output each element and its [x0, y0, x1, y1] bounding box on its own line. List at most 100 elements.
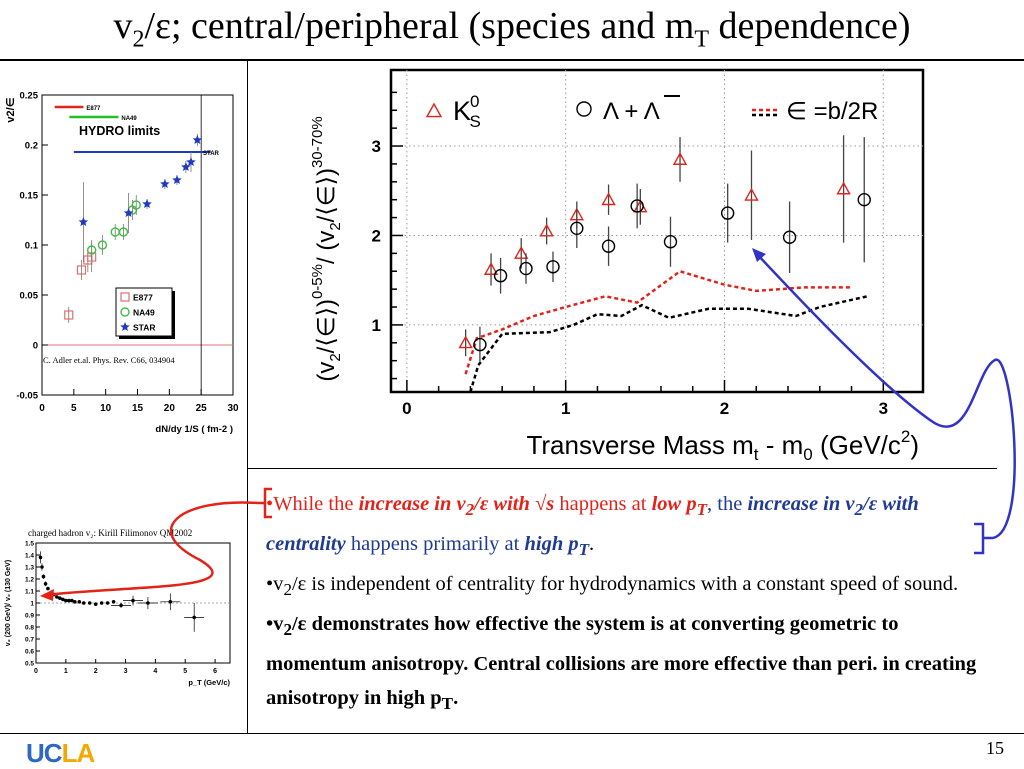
x-tick-label: 25: [196, 403, 208, 414]
y-axis-label: v₂ (200 GeV)/ v₂ (130 GeV): [5, 560, 12, 646]
hydro-limits-annotation: HYDRO limits: [79, 124, 160, 138]
data-point-na49: [118, 227, 129, 237]
x-tick-label: 2: [720, 399, 729, 418]
data-point-k0s: [672, 152, 688, 165]
y-tick-label: 1: [30, 601, 34, 608]
data-point-lambda+antilambda: [546, 260, 560, 274]
epsilon-curve-black: [469, 295, 868, 393]
x-tick-label: 1: [64, 668, 68, 675]
data-point-k0s: [744, 187, 759, 201]
data-point-na49: [131, 200, 141, 210]
y-tick-label: 1.2: [25, 577, 34, 584]
panel-divider-vertical: [247, 60, 248, 733]
footer-rule: [0, 733, 1024, 734]
data-point: [105, 601, 110, 605]
data-point: [64, 598, 68, 603]
data-point: [70, 598, 74, 603]
x-axis-label: p_T (GeV/c): [188, 678, 230, 687]
data-point-lambda+antilambda: [782, 230, 797, 244]
legend-label: STAR: [133, 323, 156, 333]
data-point: [41, 574, 46, 579]
data-point-lambda+antilambda: [493, 269, 508, 283]
data-point-lambda+antilambda: [519, 261, 533, 276]
x-tick-label: 30: [227, 403, 239, 414]
legend-box: [115, 287, 173, 337]
data-point-k0s: [458, 335, 473, 349]
y-tick-label: 0.7: [25, 637, 34, 644]
slide-title: v2/ε; central/peripheral (species and mT…: [113, 5, 911, 53]
x-tick-label: 0: [34, 668, 38, 675]
x-tick-label: 0: [402, 399, 411, 418]
y-tick-label: 0.15: [20, 191, 39, 202]
page-number: 15: [986, 738, 1004, 758]
x-axis-label-text: Transverse Mass m_t - m_0 (GeV/c²): [298, 62, 315, 63]
x-tick-label: 2: [94, 668, 98, 675]
hydro-limits-chart: 0 5 10 15 20 25 30-0.0500.050.10.150.20.25dN/d…: [5, 91, 239, 436]
filimonov-ratio-chart: charged hadron v₂: Kirill Filimonov QM20…: [5, 528, 231, 687]
data-point-lambda+antilambda: [473, 337, 487, 352]
y-tick-label: 0.8: [25, 625, 34, 632]
data-point: [73, 600, 77, 604]
data-point-lambda+antilambda: [570, 221, 584, 236]
y-tick-label: 0.9: [25, 613, 34, 620]
data-point: [52, 592, 56, 597]
y-axis-label: v2/∈: [5, 97, 17, 122]
y-tick-label: 3: [372, 137, 381, 156]
data-point-e877: [64, 310, 74, 320]
bullet-text: •While the increase in v2/ε with √s happ…: [266, 487, 996, 721]
legend-label: NA49: [133, 308, 155, 318]
x-tick-label: 10: [100, 403, 112, 414]
legend-label-lambda-text: Λ + Λ̄: [298, 62, 301, 63]
data-point: [81, 601, 86, 605]
bullet-3: •v2/ε demonstrates how effective the sys…: [266, 613, 977, 714]
legend-marker-k0s: [425, 102, 443, 118]
data-point-star: [192, 135, 203, 144]
data-point: [38, 555, 43, 560]
star-limit-label: STAR: [203, 151, 220, 157]
data-point-star: [186, 157, 196, 166]
data-point-e877: [76, 265, 87, 275]
legend-marker: [120, 322, 130, 331]
data-point-lambda+antilambda: [720, 206, 735, 220]
y-axis-label-text: (v2/⟨∈⟩)0-5% / (v2/⟨∈⟩)30-70%: [298, 62, 312, 63]
data-point-star: [172, 175, 182, 184]
data-point-star: [181, 162, 191, 171]
data-point: [77, 600, 82, 604]
y-tick-label: 1.1: [25, 589, 34, 596]
y-tick-label: 0.1: [25, 241, 39, 252]
legend-label-k0s: K0 S: [453, 92, 481, 131]
hydro-limit-label: NA49: [121, 116, 137, 122]
data-point-star: [78, 217, 89, 226]
y-tick-label: 0.25: [20, 91, 39, 102]
y-axis-label: (v2/⟨∈⟩)0-5%/ (v2/⟨∈⟩)30-70%: [309, 116, 344, 381]
x-tick-label: 0: [39, 403, 45, 414]
y-tick-label: 0.6: [25, 649, 34, 656]
bullet-1: •While the increase in v2/ε with √s happ…: [266, 493, 919, 560]
legend-marker: [120, 292, 130, 302]
y-tick-label: 2: [372, 226, 381, 245]
x-tick-label: 5: [71, 403, 77, 414]
x-tick-label: 4: [153, 668, 157, 675]
data-point: [61, 597, 65, 602]
data-point-lambda+antilambda: [601, 239, 616, 253]
data-point-na49: [86, 245, 97, 255]
data-point: [146, 601, 150, 605]
y-tick-label: 1.3: [25, 565, 34, 572]
data-point: [58, 596, 62, 600]
data-point-k0s: [836, 181, 851, 195]
x-tick-label: 6: [213, 668, 217, 675]
data-point-star: [142, 199, 152, 208]
data-point: [131, 598, 135, 603]
centrality-ratio-chart: 0 1 2 3 1 2 3 Transverse Mass mt - m0 (GeV/c2) T…: [298, 62, 925, 464]
data-point: [168, 600, 173, 604]
x-axis-label: dN/dy 1/S ( fm-2 ): [155, 424, 233, 435]
y-tick-label: 1.5: [25, 541, 34, 548]
y-tick-label: -0.05: [16, 391, 38, 402]
x-tick-label: 15: [132, 403, 144, 414]
data-point: [111, 600, 116, 604]
data-point-k0s: [601, 192, 616, 206]
citation: C. Adler et.al. Phys. Rev. C66, 034904: [43, 355, 175, 365]
x-tick-label: 5: [183, 668, 187, 675]
epsilon-curve-red: [464, 269, 852, 375]
x-tick-label: 3: [879, 399, 888, 418]
